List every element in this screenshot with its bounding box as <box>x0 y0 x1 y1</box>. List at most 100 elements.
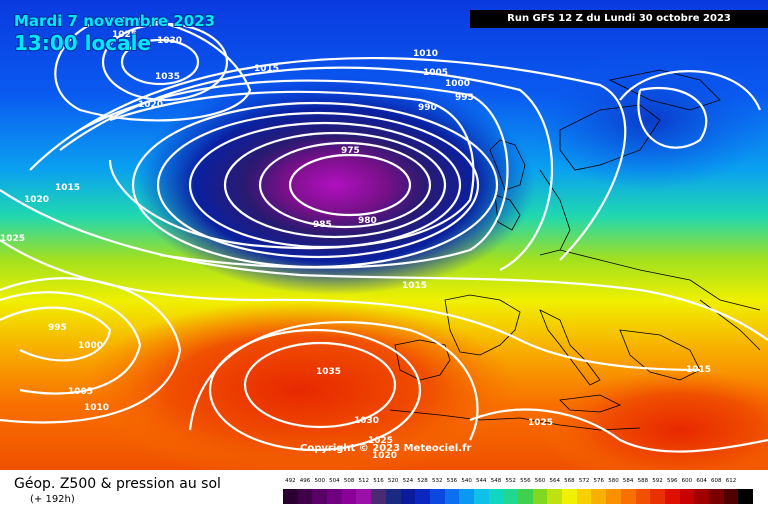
pressure-label: 1015 <box>686 365 711 375</box>
color-scale-label: 504 <box>329 478 340 484</box>
color-scale-label: 492 <box>285 478 296 484</box>
pressure-label: 1020 <box>24 195 49 205</box>
color-scale-label: 528 <box>417 478 428 484</box>
color-swatch <box>429 489 445 504</box>
pressure-label: 1010 <box>413 49 438 59</box>
color-swatch <box>694 489 709 504</box>
color-swatch <box>606 489 621 504</box>
pressure-label: 1035 <box>155 72 180 82</box>
pressure-label: 1025 <box>368 436 393 446</box>
color-swatch <box>664 489 680 504</box>
color-scale-label: 496 <box>299 478 311 484</box>
pressure-label: 1000 <box>78 341 103 351</box>
pressure-label: 1015 <box>55 183 80 193</box>
pressure-label: 1030 <box>354 416 379 426</box>
color-scale-label: 548 <box>490 478 502 484</box>
pressure-label: 1020 <box>138 100 163 110</box>
color-swatch <box>459 489 474 504</box>
color-scale-label: 576 <box>593 478 605 484</box>
color-swatch <box>444 489 460 504</box>
pressure-label: 1025 <box>0 234 25 244</box>
coastlines <box>389 69 761 431</box>
color-scale-label: 580 <box>608 478 619 484</box>
color-scale-bar <box>283 489 753 504</box>
copyright-notice: Copyright © 2023 Meteociel.fr <box>300 443 472 454</box>
color-swatch <box>385 489 401 504</box>
color-scale-label: 568 <box>564 478 575 484</box>
forecast-date: Mardi 7 novembre 2023 <box>14 12 216 30</box>
color-swatch <box>488 489 504 504</box>
color-scale-label: 508 <box>343 478 355 484</box>
color-scale-label: 556 <box>520 478 531 484</box>
pressure-labels: 1025103010351015102010101005100099599097… <box>0 30 711 461</box>
color-scale-label: 612 <box>725 478 737 484</box>
color-scale-label: 532 <box>431 478 443 484</box>
color-swatch <box>591 489 607 504</box>
color-scale-label: 524 <box>402 478 414 484</box>
color-swatch <box>650 489 665 504</box>
color-scale-labels: 492 496 500 504 508 512 516 520 524 528 532 536 540 5… <box>283 478 753 488</box>
color-swatch <box>327 489 342 504</box>
pressure-label: 1015 <box>254 64 279 74</box>
color-scale-label: 588 <box>637 478 649 484</box>
color-swatch <box>562 489 577 504</box>
color-swatch <box>620 489 636 504</box>
pressure-label: 1010 <box>84 403 109 413</box>
color-swatch <box>547 489 563 504</box>
pressure-label: 1025 <box>528 418 553 428</box>
color-swatch <box>371 489 386 504</box>
pressure-label: 985 <box>313 220 332 230</box>
pressure-label: 1035 <box>316 367 341 377</box>
pressure-label: 1005 <box>423 68 448 78</box>
legend-subtitle: (+ 192h) <box>30 494 75 505</box>
color-scale-label: 572 <box>578 478 590 484</box>
color-swatch <box>738 489 753 504</box>
color-scale-label: 516 <box>373 478 384 484</box>
color-scale-label: 584 <box>622 478 634 484</box>
color-scale-label: 564 <box>549 478 560 484</box>
pressure-label: 980 <box>358 216 377 226</box>
pressure-label: 1030 <box>157 36 182 46</box>
color-swatch <box>312 489 328 504</box>
isobars <box>0 17 768 453</box>
color-swatch <box>635 489 651 504</box>
color-scale-label: 512 <box>358 478 370 484</box>
pressure-label: 1000 <box>445 79 470 89</box>
color-scale-label: 540 <box>461 478 472 484</box>
color-scale-label: 536 <box>446 478 458 484</box>
color-scale-label: 560 <box>534 478 546 484</box>
northeast-trough <box>530 50 768 190</box>
color-scale-label: 552 <box>505 478 516 484</box>
color-scale-label: 544 <box>476 478 487 484</box>
color-swatch <box>473 489 489 504</box>
pressure-label: 1025 <box>112 30 137 40</box>
color-swatch <box>297 489 313 504</box>
pressure-label: 1015 <box>402 281 427 291</box>
model-run-label: Run GFS 12 Z du Lundi 30 octobre 2023 <box>470 10 768 28</box>
pressure-label: 975 <box>341 146 360 156</box>
color-scale-label: 520 <box>387 478 399 484</box>
pressure-label: 1020 <box>372 451 397 461</box>
color-swatch <box>356 489 372 504</box>
color-scale-label: 608 <box>711 478 722 484</box>
color-swatch <box>400 489 416 504</box>
color-swatch <box>518 489 533 504</box>
color-swatch <box>679 489 695 504</box>
color-swatch <box>341 489 357 504</box>
color-scale-label: 596 <box>666 478 678 484</box>
pressure-label: 990 <box>418 103 437 113</box>
weather-map: 1025103010351015102010101005100099599097… <box>0 0 768 470</box>
color-swatch <box>532 489 548 504</box>
low-pressure-core <box>135 75 535 295</box>
color-swatch <box>708 489 724 504</box>
color-swatch <box>503 489 518 504</box>
color-swatch <box>283 489 298 504</box>
color-scale-label: 600 <box>681 478 693 484</box>
forecast-time: 13:00 locale <box>14 31 151 55</box>
color-swatch <box>415 489 430 504</box>
legend-title: Géop. Z500 & pression au sol <box>14 476 221 492</box>
color-scale-label: 500 <box>314 478 325 484</box>
color-swatch <box>576 489 592 504</box>
legend-panel: Géop. Z500 & pression au sol (+ 192h) 49… <box>0 470 768 512</box>
